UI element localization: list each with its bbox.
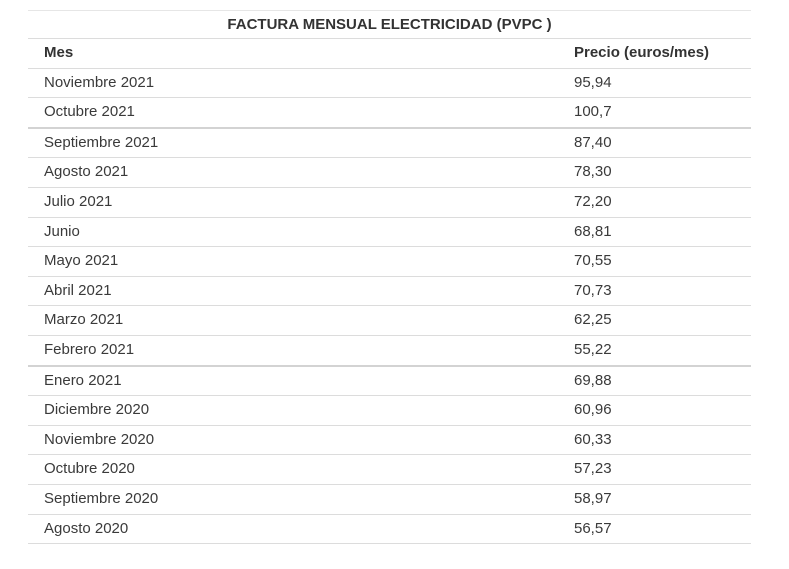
table-row: Abril 2021 70,73 — [28, 275, 752, 306]
row-month: Mayo 2021 — [28, 246, 558, 277]
row-month: Julio 2021 — [28, 186, 558, 218]
price-table-container: FACTURA MENSUAL ELECTRICIDAD (PVPC ) Mes… — [28, 10, 752, 545]
table-row: Enero 2021 69,88 — [28, 364, 752, 396]
row-month: Agosto 2021 — [28, 157, 558, 188]
row-price: 57,23 — [558, 454, 752, 485]
row-month: Febrero 2021 — [28, 334, 558, 366]
table-row: Octubre 2021 100,7 — [28, 97, 752, 128]
row-price: 70,73 — [558, 275, 752, 306]
table-row: Mayo 2021 70,55 — [28, 246, 752, 277]
row-month: Octubre 2020 — [28, 454, 558, 485]
table-row: Febrero 2021 55,22 — [28, 334, 752, 366]
table-row: Noviembre 2020 60,33 — [28, 424, 752, 455]
table-row: Noviembre 2021 95,94 — [28, 67, 752, 98]
table-header-row: Mes Precio (euros/mes) — [28, 38, 752, 69]
row-month: Enero 2021 — [28, 364, 558, 396]
row-month: Octubre 2021 — [28, 97, 558, 128]
row-month: Noviembre 2021 — [28, 67, 558, 98]
row-month: Agosto 2020 — [28, 513, 558, 545]
row-price: 70,55 — [558, 246, 752, 277]
table-row: Agosto 2021 78,30 — [28, 157, 752, 188]
row-month: Junio — [28, 216, 558, 247]
row-month: Marzo 2021 — [28, 305, 558, 336]
table-row: Octubre 2020 57,23 — [28, 454, 752, 485]
row-price: 95,94 — [558, 67, 752, 98]
row-month: Septiembre 2021 — [28, 126, 558, 158]
table-row: Septiembre 2021 87,40 — [28, 126, 752, 158]
table-row: Marzo 2021 62,25 — [28, 305, 752, 336]
table-row: Junio 68,81 — [28, 216, 752, 247]
row-month: Septiembre 2020 — [28, 483, 558, 514]
column-header-price: Precio (euros/mes) — [558, 38, 752, 69]
table-row: Septiembre 2020 58,97 — [28, 483, 752, 514]
table-row: Diciembre 2020 60,96 — [28, 395, 752, 426]
row-price: 60,33 — [558, 424, 752, 455]
row-price: 60,96 — [558, 395, 752, 426]
table-row: Agosto 2020 56,57 — [28, 513, 752, 545]
row-price: 87,40 — [558, 126, 752, 158]
row-month: Abril 2021 — [28, 275, 558, 306]
row-month: Noviembre 2020 — [28, 424, 558, 455]
table-title: FACTURA MENSUAL ELECTRICIDAD (PVPC ) — [28, 10, 752, 39]
row-price: 55,22 — [558, 334, 752, 366]
row-price: 56,57 — [558, 513, 752, 545]
row-price: 72,20 — [558, 186, 752, 218]
row-price: 62,25 — [558, 305, 752, 336]
row-price: 68,81 — [558, 216, 752, 247]
row-price: 58,97 — [558, 483, 752, 514]
row-month: Diciembre 2020 — [28, 395, 558, 426]
row-price: 69,88 — [558, 364, 752, 396]
table-body: Noviembre 2021 95,94 Octubre 2021 100,7 … — [28, 67, 752, 545]
monthly-electricity-bill-table: FACTURA MENSUAL ELECTRICIDAD (PVPC ) Mes… — [28, 10, 752, 545]
column-header-month: Mes — [28, 38, 558, 69]
row-price: 100,7 — [558, 97, 752, 128]
row-price: 78,30 — [558, 157, 752, 188]
table-row: Julio 2021 72,20 — [28, 186, 752, 218]
table-title-row: FACTURA MENSUAL ELECTRICIDAD (PVPC ) — [28, 10, 752, 39]
